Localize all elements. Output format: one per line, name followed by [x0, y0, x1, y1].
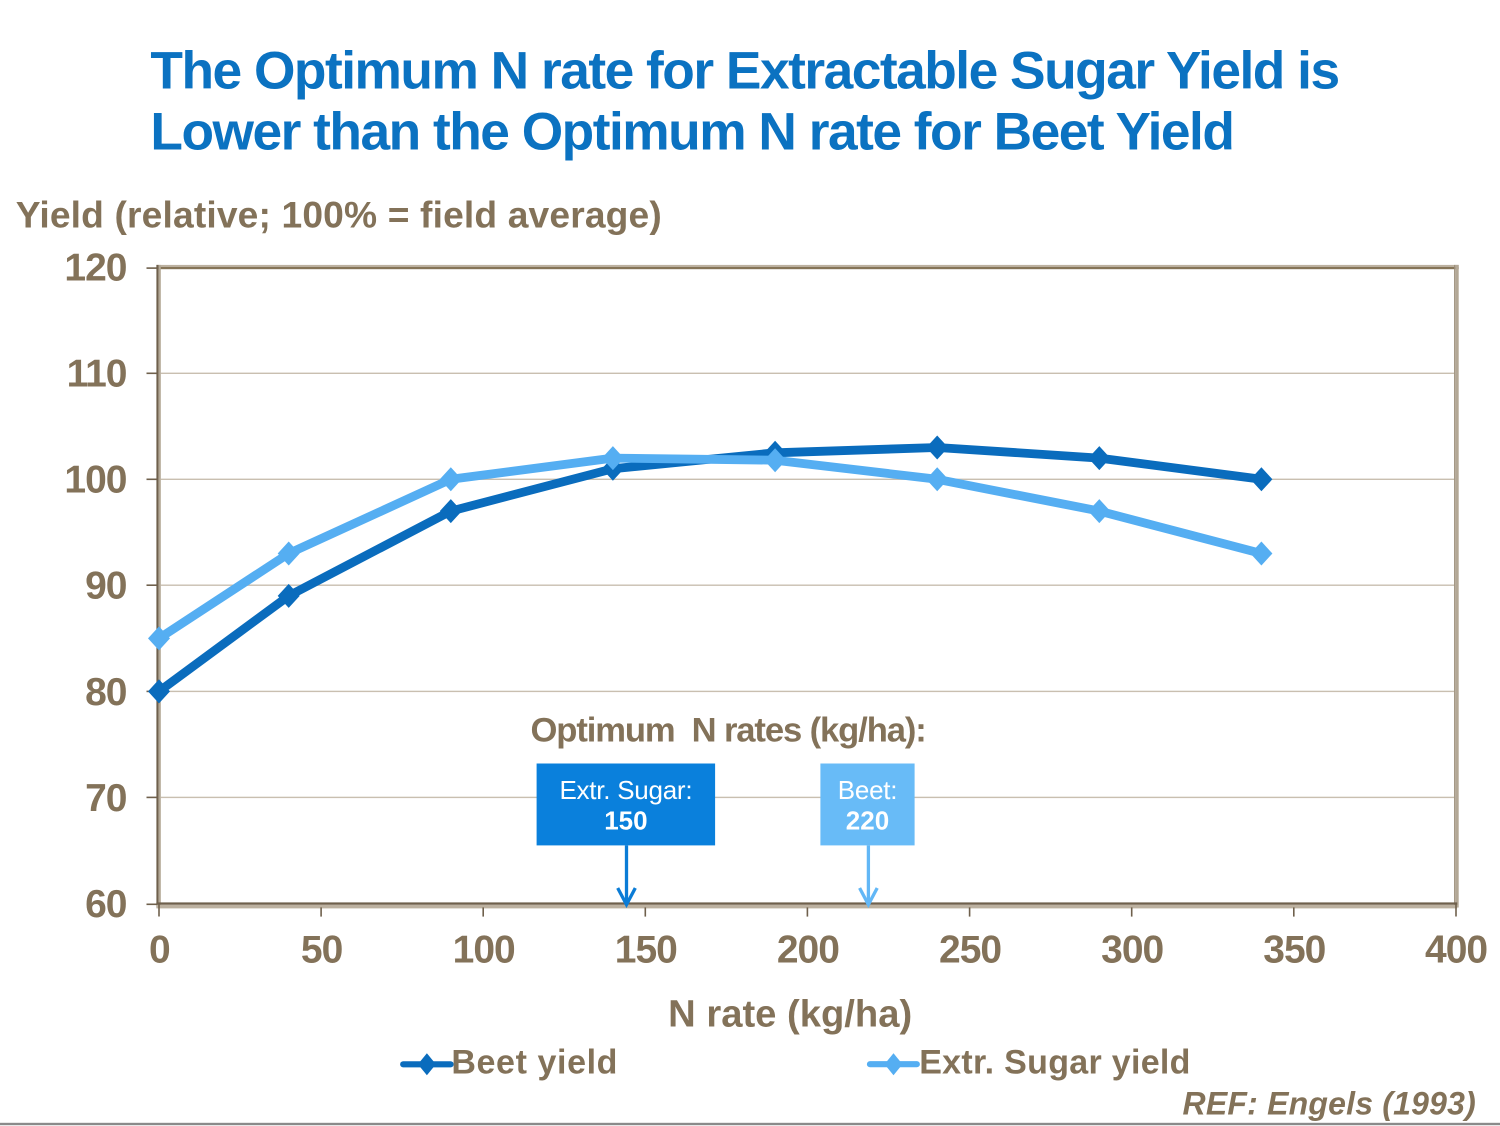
svg-text:150: 150 — [615, 928, 677, 971]
svg-text:REF: Engels (1993): REF: Engels (1993) — [1183, 1086, 1476, 1122]
svg-text:Yield (relative; 100% = field: Yield (relative; 100% = field average) — [16, 194, 662, 236]
svg-text:100: 100 — [453, 928, 515, 971]
svg-text:80: 80 — [85, 671, 127, 714]
svg-text:60: 60 — [85, 883, 127, 926]
svg-text:200: 200 — [777, 928, 839, 971]
svg-text:Lower than the Optimum N rate: Lower than the Optimum N rate for Beet Y… — [150, 103, 1233, 162]
svg-text:Beet:: Beet: — [838, 775, 897, 805]
svg-text:Extr. Sugar:: Extr. Sugar: — [559, 775, 692, 805]
svg-text:70: 70 — [85, 777, 127, 820]
svg-text:400: 400 — [1425, 928, 1487, 971]
svg-text:120: 120 — [64, 247, 126, 290]
svg-text:The Optimum N rate for Extract: The Optimum N rate for Extractable Sugar… — [150, 42, 1338, 101]
svg-text:220: 220 — [846, 806, 889, 836]
svg-text:N rate (kg/ha): N rate (kg/ha) — [668, 993, 912, 1036]
svg-text:Extr. Sugar yield: Extr. Sugar yield — [919, 1043, 1191, 1081]
svg-text:300: 300 — [1101, 928, 1163, 971]
svg-text:100: 100 — [64, 459, 126, 502]
svg-text:150: 150 — [604, 806, 647, 836]
svg-text:Beet yield: Beet yield — [451, 1043, 618, 1081]
svg-text:50: 50 — [301, 928, 343, 971]
svg-text:Optimum N rates (kg/ha):: Optimum N rates (kg/ha): — [531, 711, 926, 749]
svg-text:350: 350 — [1263, 928, 1325, 971]
svg-text:0: 0 — [149, 928, 170, 971]
svg-text:90: 90 — [85, 565, 127, 608]
svg-text:110: 110 — [67, 353, 127, 396]
svg-text:250: 250 — [939, 928, 1001, 971]
